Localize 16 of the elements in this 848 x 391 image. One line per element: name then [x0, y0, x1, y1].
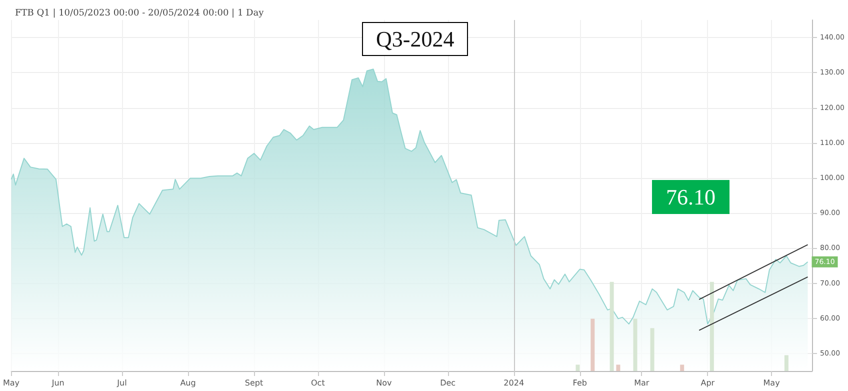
- x-tick-label: Oct: [311, 378, 325, 388]
- x-tick-label: 2024: [504, 378, 524, 388]
- x-tick-label: Jun: [50, 378, 64, 388]
- x-tick-label: Nov: [376, 378, 392, 388]
- x-tick-label: May: [763, 378, 780, 388]
- x-tick-label: Mar: [634, 378, 650, 388]
- chart-subtitle: FTB Q1 | 10/05/2023 00:00 - 20/05/2024 00:00 | 1 Day: [15, 8, 265, 18]
- x-tick-label: Jul: [116, 378, 127, 388]
- x-tick-label: Sept: [244, 378, 264, 388]
- x-tick-label: May: [2, 378, 20, 388]
- x-tick-label: Aug: [180, 378, 196, 388]
- x-tick-label: Apr: [700, 378, 716, 388]
- chart-title: Q3-2024: [376, 26, 454, 52]
- annotation: 76.10: [666, 184, 716, 210]
- x-tick-label: Dec: [440, 378, 456, 388]
- x-tick-label: Feb: [572, 378, 587, 388]
